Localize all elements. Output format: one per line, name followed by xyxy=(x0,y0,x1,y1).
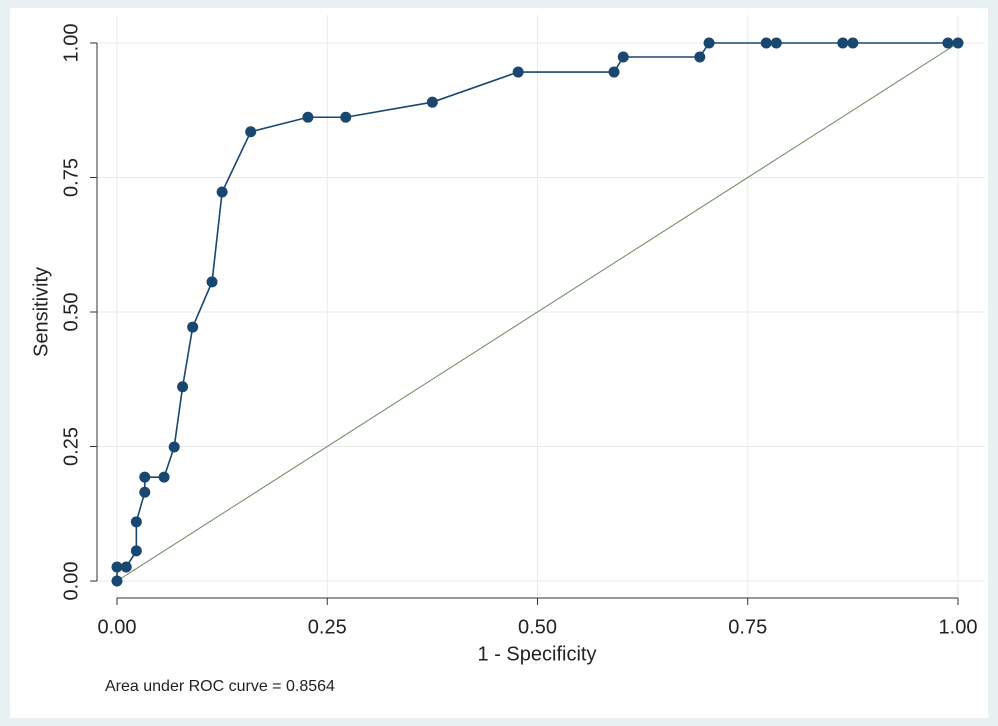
x-tick-label: 0.50 xyxy=(518,616,557,638)
point xyxy=(111,575,123,587)
point xyxy=(130,545,142,557)
point xyxy=(847,37,859,49)
plot-background xyxy=(10,8,988,718)
x-tick-label: 0.25 xyxy=(308,616,347,638)
point xyxy=(158,471,170,483)
point xyxy=(512,66,524,78)
point xyxy=(177,381,189,393)
point xyxy=(770,37,782,49)
point xyxy=(139,486,151,498)
x-tick-label: 1.00 xyxy=(939,616,978,638)
point xyxy=(760,37,772,49)
y-tick-label: 0.50 xyxy=(60,293,82,332)
point xyxy=(302,111,314,123)
x-tick-label: 0.75 xyxy=(728,616,767,638)
y-tick-label: 1.00 xyxy=(60,24,82,63)
point xyxy=(120,561,132,573)
y-tick-label: 0.25 xyxy=(60,427,82,466)
point xyxy=(206,276,218,288)
point xyxy=(942,37,954,49)
point xyxy=(168,441,180,453)
point xyxy=(130,516,142,528)
point xyxy=(139,471,151,483)
point xyxy=(617,51,629,63)
point xyxy=(694,51,706,63)
point xyxy=(111,561,123,573)
point xyxy=(426,96,438,108)
point xyxy=(216,186,228,198)
point xyxy=(245,126,257,138)
x-axis-title: 1 - Specificity xyxy=(478,643,597,665)
point xyxy=(340,111,352,123)
y-tick-label: 0.75 xyxy=(60,158,82,197)
point xyxy=(952,37,964,49)
point xyxy=(703,37,715,49)
point xyxy=(837,37,849,49)
y-axis-title: Sensitivity xyxy=(30,267,52,357)
point xyxy=(608,66,620,78)
note: Area under ROC curve = 0.8564 xyxy=(105,678,335,695)
y-tick-label: 0.00 xyxy=(60,562,82,601)
x-tick-label: 0.00 xyxy=(98,616,137,638)
series-line xyxy=(116,42,959,582)
point xyxy=(187,321,199,333)
